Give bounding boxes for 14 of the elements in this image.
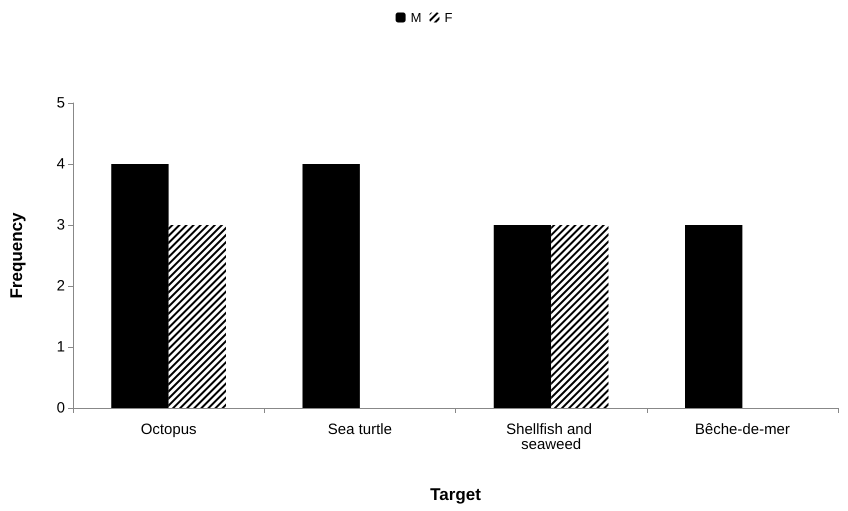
legend-label: F	[444, 10, 452, 25]
y-tick-label: 2	[56, 278, 65, 294]
y-tick-label: 3	[56, 216, 65, 234]
y-axis-title: Frequency	[7, 212, 26, 298]
x-tick-label: Bêche-de-mer	[694, 421, 790, 438]
y-tick-label: 1	[56, 338, 65, 356]
x-tick-label: Sea turtle	[328, 421, 392, 438]
y-tick-label: 5	[56, 94, 65, 112]
x-tick-label: Shellfish and seaweed	[506, 421, 596, 453]
x-tick-label: Octopus	[140, 421, 197, 438]
y-tick-label: 0	[56, 400, 65, 416]
legend-label: M	[410, 10, 422, 25]
x-axis-title: Target	[430, 485, 482, 504]
y-tick-label: 4	[56, 156, 65, 172]
